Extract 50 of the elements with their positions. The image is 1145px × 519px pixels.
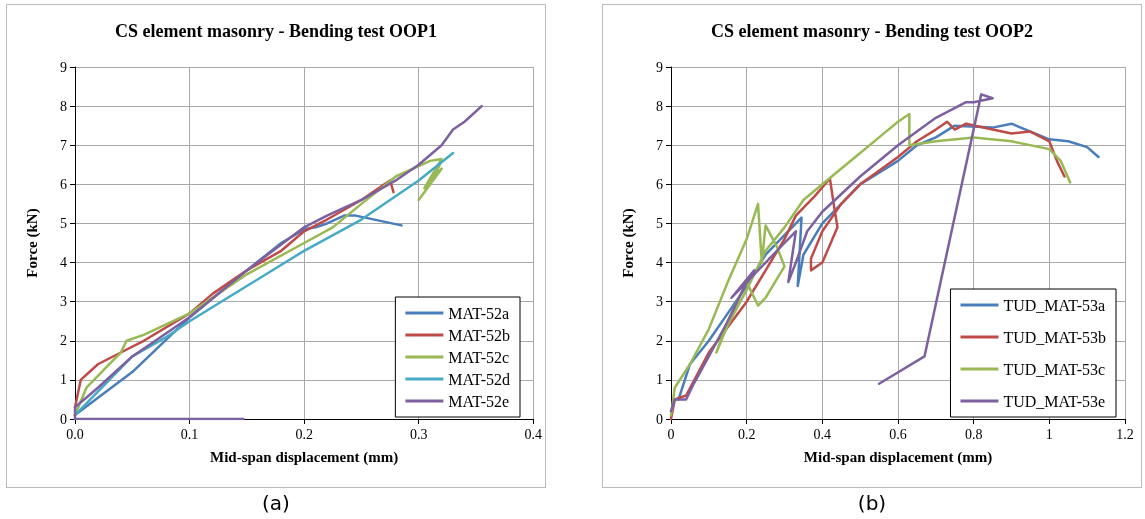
y-tick-label: 9	[656, 59, 663, 75]
y-tick-label: 2	[656, 333, 663, 349]
x-tick-label: 0.1	[180, 426, 199, 442]
text: (a)	[261, 491, 291, 515]
legend-label: TUD_MAT-53a	[1003, 296, 1106, 314]
x-axis-title: Mid-span displacement (mm)	[209, 448, 399, 466]
y-tick-label: 6	[60, 176, 67, 192]
y-tick-label: 9	[60, 59, 67, 75]
line-series	[669, 93, 994, 413]
x-tick-label: 0.0	[66, 426, 84, 442]
y-tick-label: 4	[60, 255, 67, 271]
x-tick-label: 0.6	[889, 426, 907, 442]
legend-label: MAT-52b	[448, 326, 510, 344]
legend-label: MAT-52a	[448, 304, 510, 322]
y-tick-label: 7	[60, 137, 67, 153]
legend-label: MAT-52d	[448, 370, 510, 388]
x-tick-label: 1.2	[1116, 426, 1134, 442]
legend-label: TUD_MAT-53b	[1003, 328, 1107, 346]
x-axis-title: Mid-span displacement (mm)	[803, 448, 993, 466]
x-tick-label: 0.2	[295, 426, 313, 442]
x-tick-label: 0.4	[524, 426, 542, 442]
text: (b)	[856, 491, 888, 515]
y-tick-label: 0	[656, 411, 663, 427]
x-tick-label: 0.3	[409, 426, 428, 442]
y-tick-label: 1	[60, 372, 67, 388]
y-tick-label: 1	[656, 372, 663, 388]
y-tick-label: 6	[656, 176, 663, 192]
y-tick-label: 0	[60, 411, 67, 427]
y-axis-title: Force (kN)	[23, 208, 41, 278]
y-tick-label: 8	[60, 98, 67, 114]
x-tick-label: 0.8	[964, 426, 983, 442]
y-tick-label: 7	[656, 137, 663, 153]
legend-label: MAT-52e	[448, 392, 510, 410]
x-tick-label: 1	[1045, 426, 1053, 442]
x-tick-label: 0	[667, 426, 675, 442]
chart-title: CS element masonry - Bending test OOP1	[115, 21, 437, 41]
legend-label: TUD_MAT-53c	[1003, 360, 1106, 378]
y-axis-title: Force (kN)	[619, 208, 637, 278]
y-tick-label: 8	[656, 98, 663, 114]
legend-label: MAT-52c	[448, 348, 510, 366]
chart-title: CS element masonry - Bending test OOP2	[711, 21, 1033, 41]
legend-label: TUD_MAT-53e	[1003, 392, 1106, 410]
y-tick-label: 4	[656, 255, 663, 271]
y-tick-label: 3	[656, 294, 663, 310]
y-tick-label: 2	[60, 333, 67, 349]
y-tick-label: 5	[656, 215, 663, 231]
y-tick-label: 5	[60, 215, 67, 231]
x-tick-label: 0.4	[813, 426, 832, 442]
x-tick-label: 0.2	[737, 426, 756, 442]
y-tick-label: 3	[60, 294, 67, 310]
